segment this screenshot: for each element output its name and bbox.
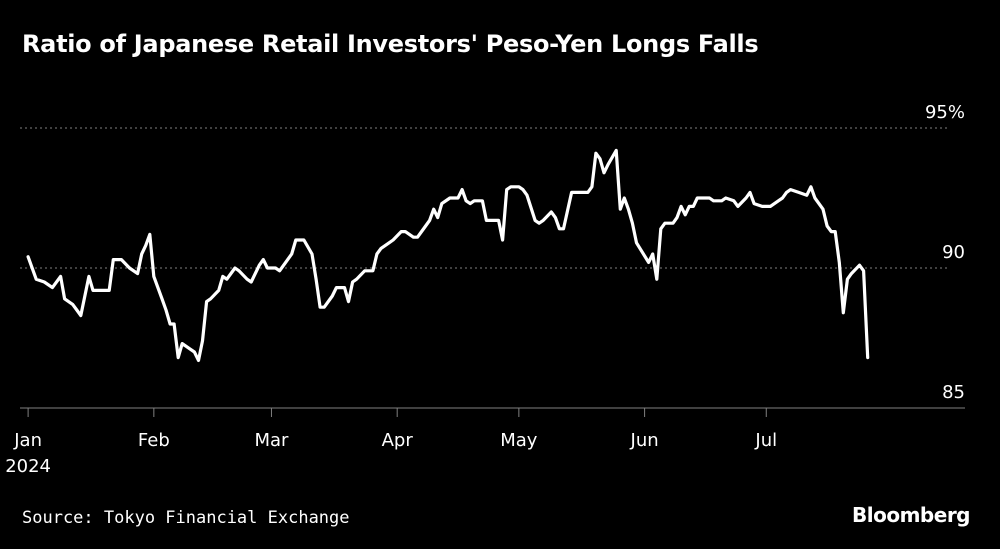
x-tick-label-5: Jun (630, 430, 659, 451)
x-tick-sublabel-0: 2024 (5, 456, 51, 477)
x-axis: Jan 2024 Feb Mar Apr May Jun Jul (5, 407, 965, 477)
x-tick-label-2: Mar (254, 430, 289, 451)
source-note: Source: Tokyo Financial Exchange (22, 508, 350, 528)
bloomberg-logo: Bloomberg (852, 503, 970, 527)
x-tick-label-0: Jan (13, 430, 42, 451)
y-axis-labels: 95% 90 85 (925, 102, 965, 403)
x-tick-label-1: Feb (138, 430, 170, 451)
x-tick-label-3: Apr (382, 430, 414, 451)
x-tick-label-6: Jul (754, 430, 777, 451)
chart-title: Ratio of Japanese Retail Investors' Peso… (22, 30, 759, 58)
series-line-0 (26, 148, 870, 362)
y-tick-label-1: 90 (942, 242, 965, 263)
x-tick-label-4: May (500, 430, 538, 451)
series-layer (26, 148, 870, 362)
gridlines (20, 127, 950, 269)
y-tick-label-0: 95% (925, 102, 965, 123)
y-tick-label-2: 85 (942, 382, 965, 403)
